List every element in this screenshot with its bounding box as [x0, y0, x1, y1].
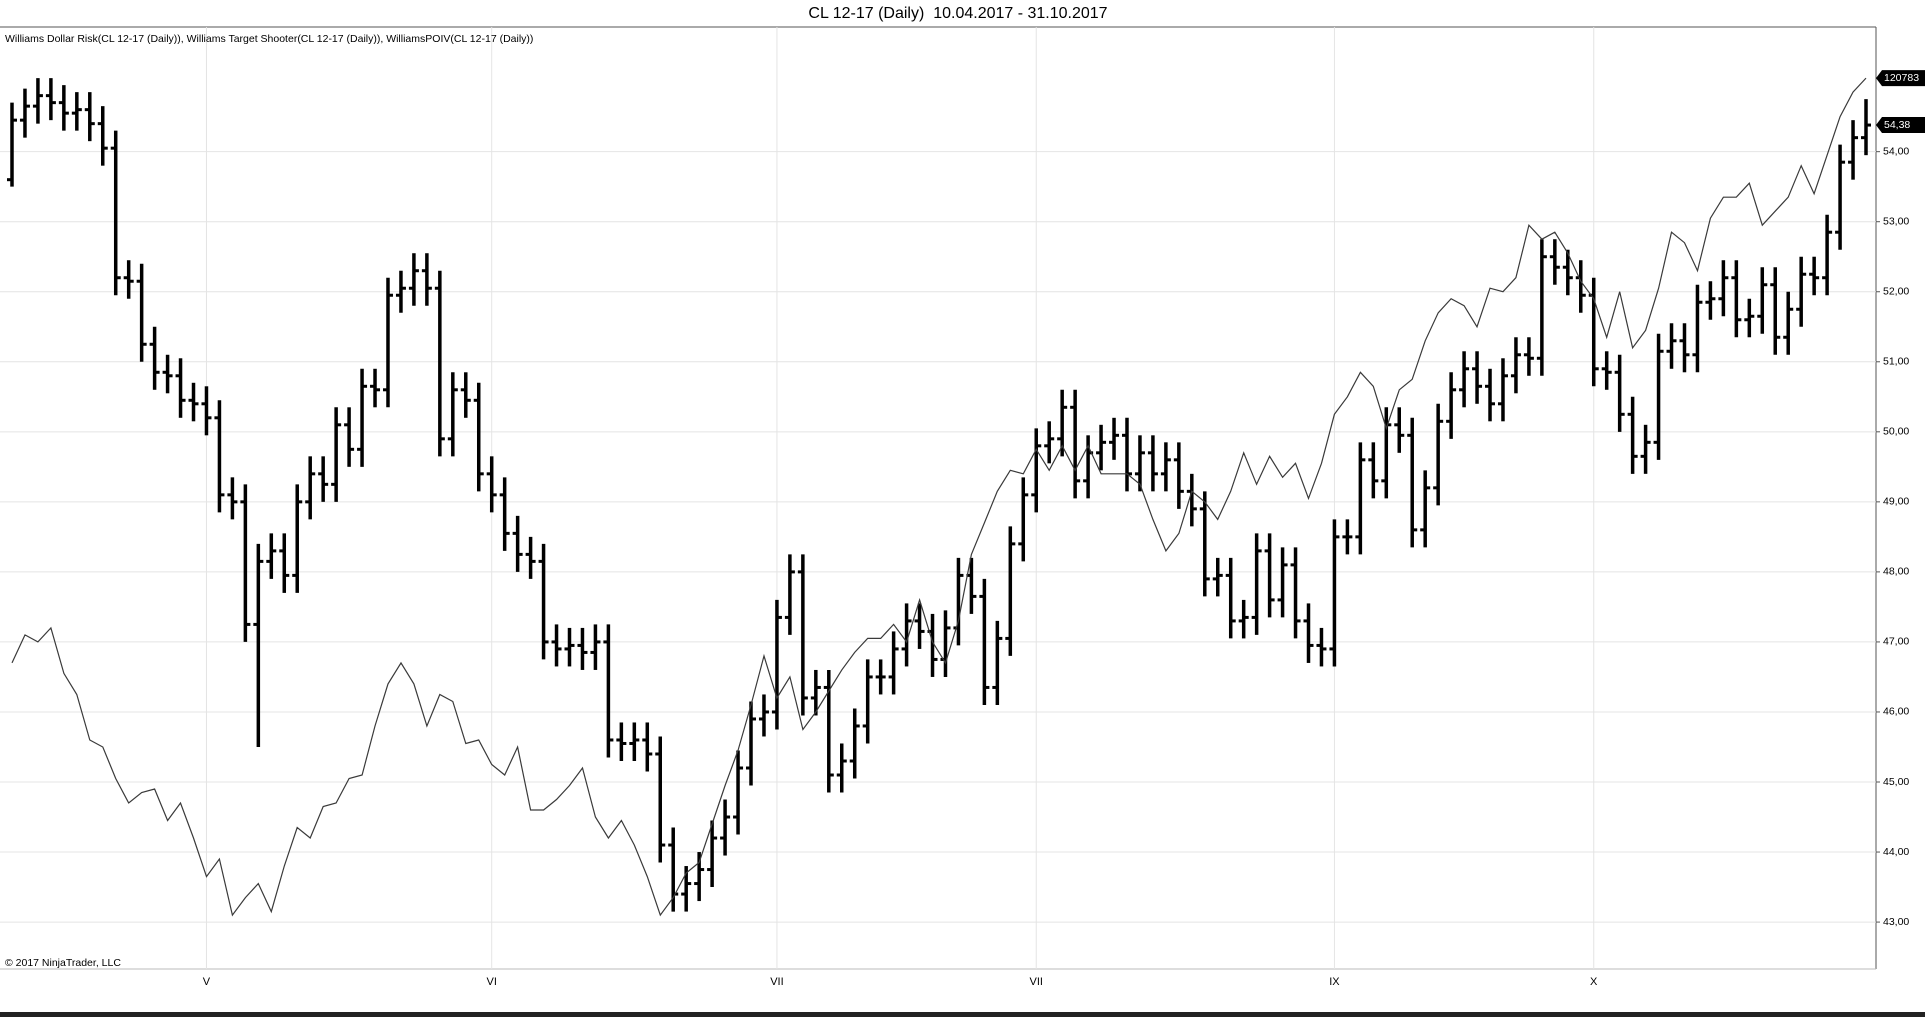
overlay-last-label: 120783	[1884, 72, 1919, 84]
indicator-legend: Williams Dollar Risk(CL 12-17 (Daily)), …	[5, 33, 533, 45]
y-tick-label: 45,00	[1883, 776, 1909, 788]
x-tick-label: X	[1590, 976, 1598, 988]
y-tick-label: 44,00	[1883, 846, 1909, 858]
last-price-label-box	[1876, 117, 1925, 134]
y-tick-label: 47,00	[1883, 636, 1909, 648]
y-tick-label: 51,00	[1883, 356, 1909, 368]
y-tick-label: 54,00	[1883, 145, 1909, 157]
x-tick-label: VI	[487, 976, 497, 988]
x-tick-label: VII	[1030, 976, 1043, 988]
y-tick-label: 46,00	[1883, 706, 1909, 718]
overlay-line	[11, 77, 1867, 917]
y-tick-label: 52,00	[1883, 286, 1909, 298]
y-tick-label: 49,00	[1883, 496, 1909, 508]
copyright: © 2017 NinjaTrader, LLC	[5, 957, 121, 969]
y-tick-label: 48,00	[1883, 566, 1909, 578]
y-tick-label: 43,00	[1883, 916, 1909, 928]
x-tick-label: VII	[770, 976, 783, 988]
y-tick-label: 50,00	[1883, 426, 1909, 438]
bottom-strip	[0, 1012, 1925, 1017]
overlay-last-label-box	[1876, 70, 1925, 87]
chart-title: CL 12-17 (Daily) 10.04.2017 - 31.10.2017	[808, 5, 1107, 22]
x-tick-label: V	[203, 976, 211, 988]
x-tick-label: IX	[1329, 976, 1340, 988]
last-price-label: 54,38	[1884, 119, 1910, 131]
y-tick-label: 53,00	[1883, 215, 1909, 227]
